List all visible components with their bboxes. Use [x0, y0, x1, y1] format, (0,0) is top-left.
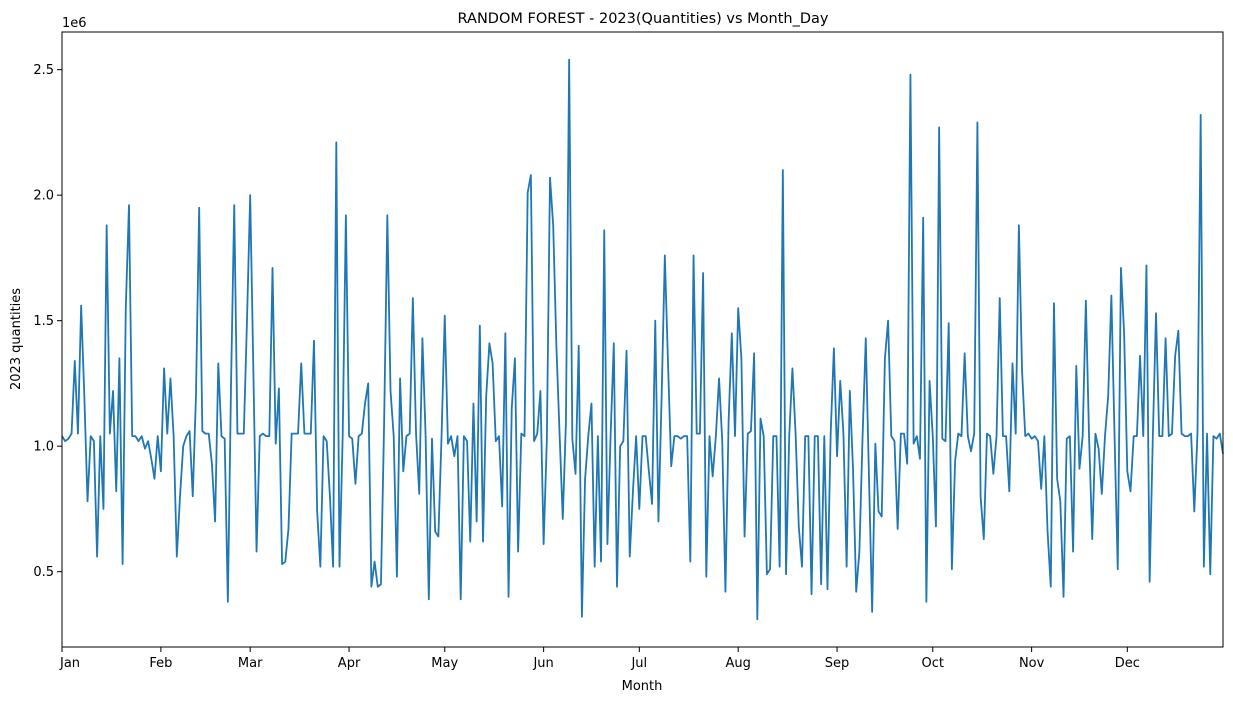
- x-tick-label: Nov: [1019, 656, 1045, 671]
- y-tick-label: 0.5: [33, 565, 54, 580]
- y-axis-offset-label: 1e6: [62, 16, 87, 31]
- x-tick-label: Jan: [59, 656, 80, 671]
- y-tick-label: 1.0: [33, 440, 54, 455]
- x-axis: Jan Feb Mar Apr May Jun Jul Aug Sep Oct Nov Dec: [59, 647, 1140, 671]
- y-axis: 0.5 1.0 1.5 2.0 2.5: [33, 63, 62, 580]
- x-tick-label: Feb: [149, 656, 172, 671]
- x-tick-label: Sep: [825, 656, 850, 671]
- series-line: [61, 58, 1224, 621]
- y-axis-label: 2023 quantities: [9, 288, 24, 390]
- y-tick-label: 2.5: [33, 63, 54, 78]
- plot-area: [61, 31, 1224, 648]
- y-tick-label: 2.0: [33, 189, 54, 204]
- chart-title: RANDOM FOREST - 2023(Quantities) vs Mont…: [458, 11, 829, 27]
- x-tick-label: Aug: [725, 656, 750, 671]
- x-tick-label: Dec: [1115, 656, 1140, 671]
- x-tick-label: Oct: [922, 656, 944, 671]
- x-tick-label: Jun: [532, 656, 553, 671]
- y-tick-label: 1.5: [33, 314, 54, 329]
- plot-frame: [61, 31, 1224, 648]
- x-tick-label: Apr: [338, 656, 361, 671]
- x-tick-label: Jul: [630, 656, 647, 671]
- x-tick-label: Mar: [238, 656, 263, 671]
- x-tick-label: May: [431, 656, 458, 671]
- x-axis-label: Month: [622, 679, 663, 694]
